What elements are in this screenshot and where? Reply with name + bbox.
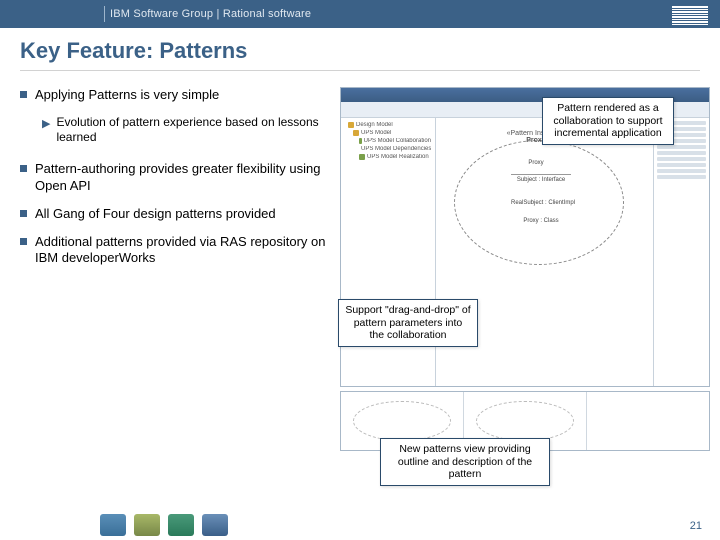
prop-row — [657, 151, 706, 155]
square-bullet-icon — [20, 165, 27, 172]
brand-tile-icon — [202, 514, 228, 536]
square-bullet-icon — [20, 91, 27, 98]
tree-item: UPS Model Dependencies — [345, 146, 431, 152]
square-bullet-icon — [20, 210, 27, 217]
sub-bullet-text: Evolution of pattern experience based on… — [56, 115, 330, 145]
callout-patterns-view: New patterns view providing outline and … — [380, 438, 550, 486]
prop-row — [657, 175, 706, 179]
tree-label: UPS Model Realization — [367, 154, 429, 160]
prop-row — [657, 145, 706, 149]
square-bullet-icon — [20, 238, 27, 245]
prop-row — [657, 157, 706, 161]
bullet-text: All Gang of Four design patterns provide… — [35, 206, 276, 222]
callout-dragdrop: Support "drag-and-drop" of pattern param… — [338, 299, 478, 347]
brand-tile-icon — [134, 514, 160, 536]
screenshot-area: Design Model UPS Model UPS Model Collabo… — [340, 87, 710, 467]
bullet-text: Pattern-authoring provides greater flexi… — [35, 161, 330, 194]
tree-label: Design Model — [356, 122, 393, 128]
model-icon — [359, 154, 365, 160]
tree-label: UPS Model — [361, 130, 391, 136]
header-breadcrumb: IBM Software Group | Rational software — [110, 8, 311, 20]
tree-label: UPS Model Collaboration — [364, 138, 431, 144]
bullet-item: All Gang of Four design patterns provide… — [20, 206, 330, 222]
collab-role: Proxy — [491, 160, 581, 167]
bullet-list: Applying Patterns is very simple ▶ Evolu… — [20, 87, 340, 467]
screenshot-properties-panel — [654, 118, 709, 386]
tree-item: UPS Model Realization — [345, 154, 431, 160]
tree-label: UPS Model Dependencies — [361, 146, 431, 152]
header-bar: IBM Software Group | Rational software — [0, 0, 720, 28]
footer: 21 — [0, 510, 720, 540]
pattern-view-panel — [587, 392, 709, 450]
tree-item: UPS Model — [345, 130, 431, 136]
bullet-item: Pattern-authoring provides greater flexi… — [20, 161, 330, 194]
bullet-item: Applying Patterns is very simple — [20, 87, 330, 103]
bullet-item: Additional patterns provided via RAS rep… — [20, 234, 330, 267]
pattern-oval-icon — [476, 401, 574, 442]
callout-rendered: Pattern rendered as a collaboration to s… — [542, 97, 674, 145]
model-icon — [359, 138, 362, 144]
collab-role: RealSubject : ClientImpl — [498, 200, 588, 207]
page-number: 21 — [690, 520, 702, 532]
arrow-bullet-icon: ▶ — [42, 117, 50, 130]
bullet-text: Additional patterns provided via RAS rep… — [35, 234, 330, 267]
folder-icon — [353, 130, 359, 136]
folder-icon — [348, 122, 354, 128]
brand-tile-icon — [100, 514, 126, 536]
sub-bullet-item: ▶ Evolution of pattern experience based … — [42, 115, 330, 145]
content-area: Applying Patterns is very simple ▶ Evolu… — [0, 71, 720, 467]
header-divider — [104, 6, 105, 22]
collab-role: Proxy : Class — [511, 218, 571, 225]
ibm-logo — [672, 6, 708, 25]
prop-row — [657, 163, 706, 167]
footer-brand-icons — [100, 514, 228, 536]
prop-row — [657, 169, 706, 173]
collab-role: Subject : Interface — [511, 174, 571, 184]
brand-tile-icon — [168, 514, 194, 536]
bullet-text: Applying Patterns is very simple — [35, 87, 219, 103]
pattern-oval-icon — [353, 401, 451, 442]
slide-title: Key Feature: Patterns — [0, 28, 720, 64]
tree-item: UPS Model Collaboration — [345, 138, 431, 144]
tree-item: Design Model — [345, 122, 431, 128]
